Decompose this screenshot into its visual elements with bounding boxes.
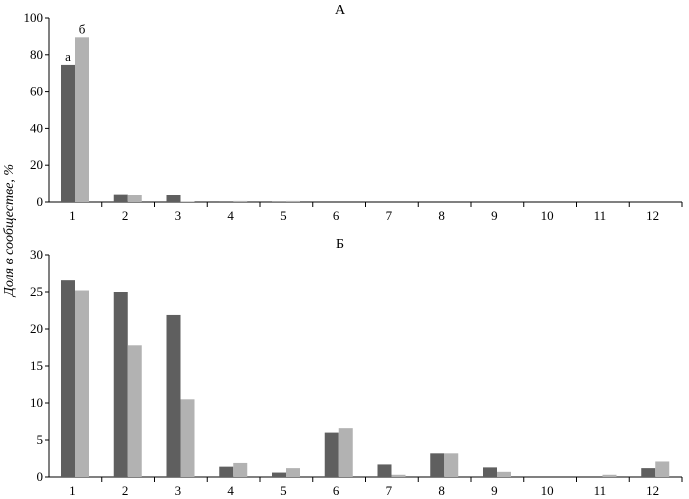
- bar: [655, 461, 670, 477]
- series-label: б: [79, 21, 86, 36]
- bar: [75, 290, 89, 477]
- bar: [286, 200, 300, 202]
- bar: [602, 474, 617, 477]
- bar: [127, 345, 142, 477]
- y-tick-label: 100: [24, 10, 44, 25]
- bar: [180, 399, 195, 477]
- y-tick-label: 80: [30, 47, 43, 62]
- bar: [430, 453, 445, 477]
- x-tick-label: 4: [227, 483, 234, 498]
- bar: [286, 468, 300, 477]
- x-tick-label: 9: [491, 483, 498, 498]
- x-tick-label: 6: [333, 483, 340, 498]
- x-tick-label: 10: [541, 483, 554, 498]
- bar: [61, 280, 75, 477]
- y-tick-label: 60: [30, 84, 43, 99]
- panel-title: Б: [336, 237, 344, 252]
- series-label: а: [65, 49, 71, 64]
- bar: [61, 64, 75, 202]
- bar: [166, 195, 181, 202]
- x-tick-label: 5: [280, 208, 287, 223]
- x-tick-label: 5: [280, 483, 287, 498]
- x-tick-label: 7: [386, 208, 393, 223]
- x-tick-label: 1: [69, 208, 76, 223]
- y-tick-label: 20: [30, 321, 43, 336]
- bar: [75, 37, 89, 202]
- bar: [113, 194, 128, 202]
- x-tick-label: 9: [491, 208, 498, 223]
- x-tick-label: 8: [438, 208, 445, 223]
- bar: [444, 453, 459, 477]
- x-tick-label: 6: [333, 208, 340, 223]
- x-tick-label: 1: [69, 483, 76, 498]
- y-axis-label: Доля в сообществе, %: [2, 164, 17, 298]
- x-tick-label: 2: [122, 483, 129, 498]
- x-tick-label: 3: [175, 208, 182, 223]
- x-tick-label: 12: [646, 483, 659, 498]
- bar: [180, 201, 195, 202]
- x-tick-label: 4: [227, 208, 234, 223]
- x-tick-label: 2: [122, 208, 129, 223]
- y-tick-label: 40: [30, 120, 43, 135]
- y-tick-label: 25: [30, 284, 43, 299]
- x-tick-label: 7: [386, 483, 393, 498]
- bar: [113, 292, 128, 477]
- bar: [233, 462, 248, 477]
- bar: [497, 471, 511, 477]
- bar: [219, 201, 234, 202]
- x-tick-label: 12: [646, 208, 659, 223]
- y-tick-label: 0: [37, 469, 44, 484]
- y-tick-label: 30: [30, 247, 43, 262]
- x-tick-label: 8: [438, 483, 445, 498]
- bar: [483, 467, 497, 477]
- x-tick-label: 10: [541, 208, 554, 223]
- bar: [219, 466, 234, 477]
- x-tick-label: 11: [594, 483, 607, 498]
- y-tick-label: 0: [37, 194, 44, 209]
- panel-title: А: [335, 3, 346, 18]
- y-tick-label: 15: [30, 358, 43, 373]
- bar: [324, 432, 339, 477]
- y-tick-label: 20: [30, 157, 43, 172]
- bar: [338, 428, 353, 477]
- y-tick-label: 10: [30, 395, 43, 410]
- x-tick-label: 3: [175, 483, 182, 498]
- bar: [127, 195, 142, 202]
- bar: [272, 472, 286, 477]
- bar: [377, 464, 392, 477]
- bar: [233, 200, 248, 202]
- bar: [641, 468, 656, 477]
- x-tick-label: 11: [594, 208, 607, 223]
- y-tick-label: 5: [37, 432, 44, 447]
- bar: [166, 314, 181, 477]
- bar: [391, 474, 406, 477]
